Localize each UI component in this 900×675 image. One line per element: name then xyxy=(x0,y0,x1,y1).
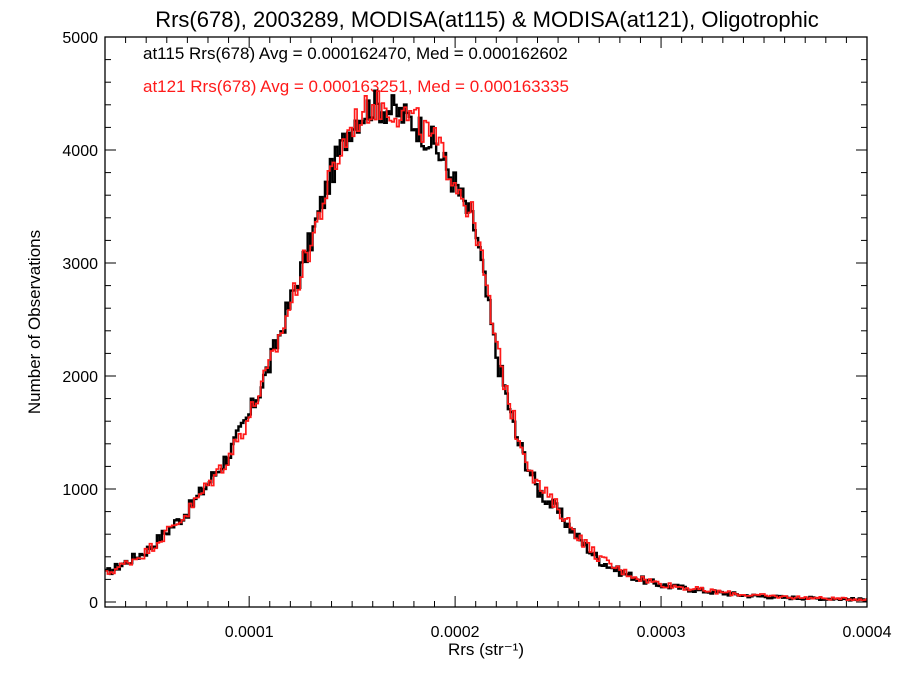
y-tick-label: 5000 xyxy=(62,30,98,47)
x-axis: 0.0001 0.0002 0.0003 0.0004 xyxy=(125,37,892,641)
y-tick-label: 0 xyxy=(89,595,98,612)
y-tick-label: 3000 xyxy=(62,256,98,273)
series-line-at115 xyxy=(105,89,868,602)
x-tick-label: 0.0001 xyxy=(225,624,274,641)
legend-entry-at121: at121 Rrs(678) Avg = 0.000163251, Med = … xyxy=(143,77,569,96)
y-axis-label: Number of Observations xyxy=(25,230,44,414)
y-tick-label: 1000 xyxy=(62,482,98,499)
series-line-at121 xyxy=(105,90,868,602)
x-tick-label: 0.0002 xyxy=(431,624,480,641)
legend: at115 Rrs(678) Avg = 0.000162470, Med = … xyxy=(143,44,569,96)
y-tick-label: 4000 xyxy=(62,143,98,160)
y-tick-label: 2000 xyxy=(62,369,98,386)
legend-entry-at115: at115 Rrs(678) Avg = 0.000162470, Med = … xyxy=(143,44,568,63)
plot-area xyxy=(105,89,868,602)
x-axis-label: Rrs (str⁻¹) xyxy=(448,640,524,659)
x-tick-label: 0.0003 xyxy=(637,624,686,641)
chart-title: Rrs(678), 2003289, MODISA(at115) & MODIS… xyxy=(155,7,819,32)
plot-frame xyxy=(104,36,868,608)
y-axis: 0 1000 2000 3000 4000 5000 xyxy=(62,30,867,612)
x-tick-label: 0.0004 xyxy=(843,624,892,641)
